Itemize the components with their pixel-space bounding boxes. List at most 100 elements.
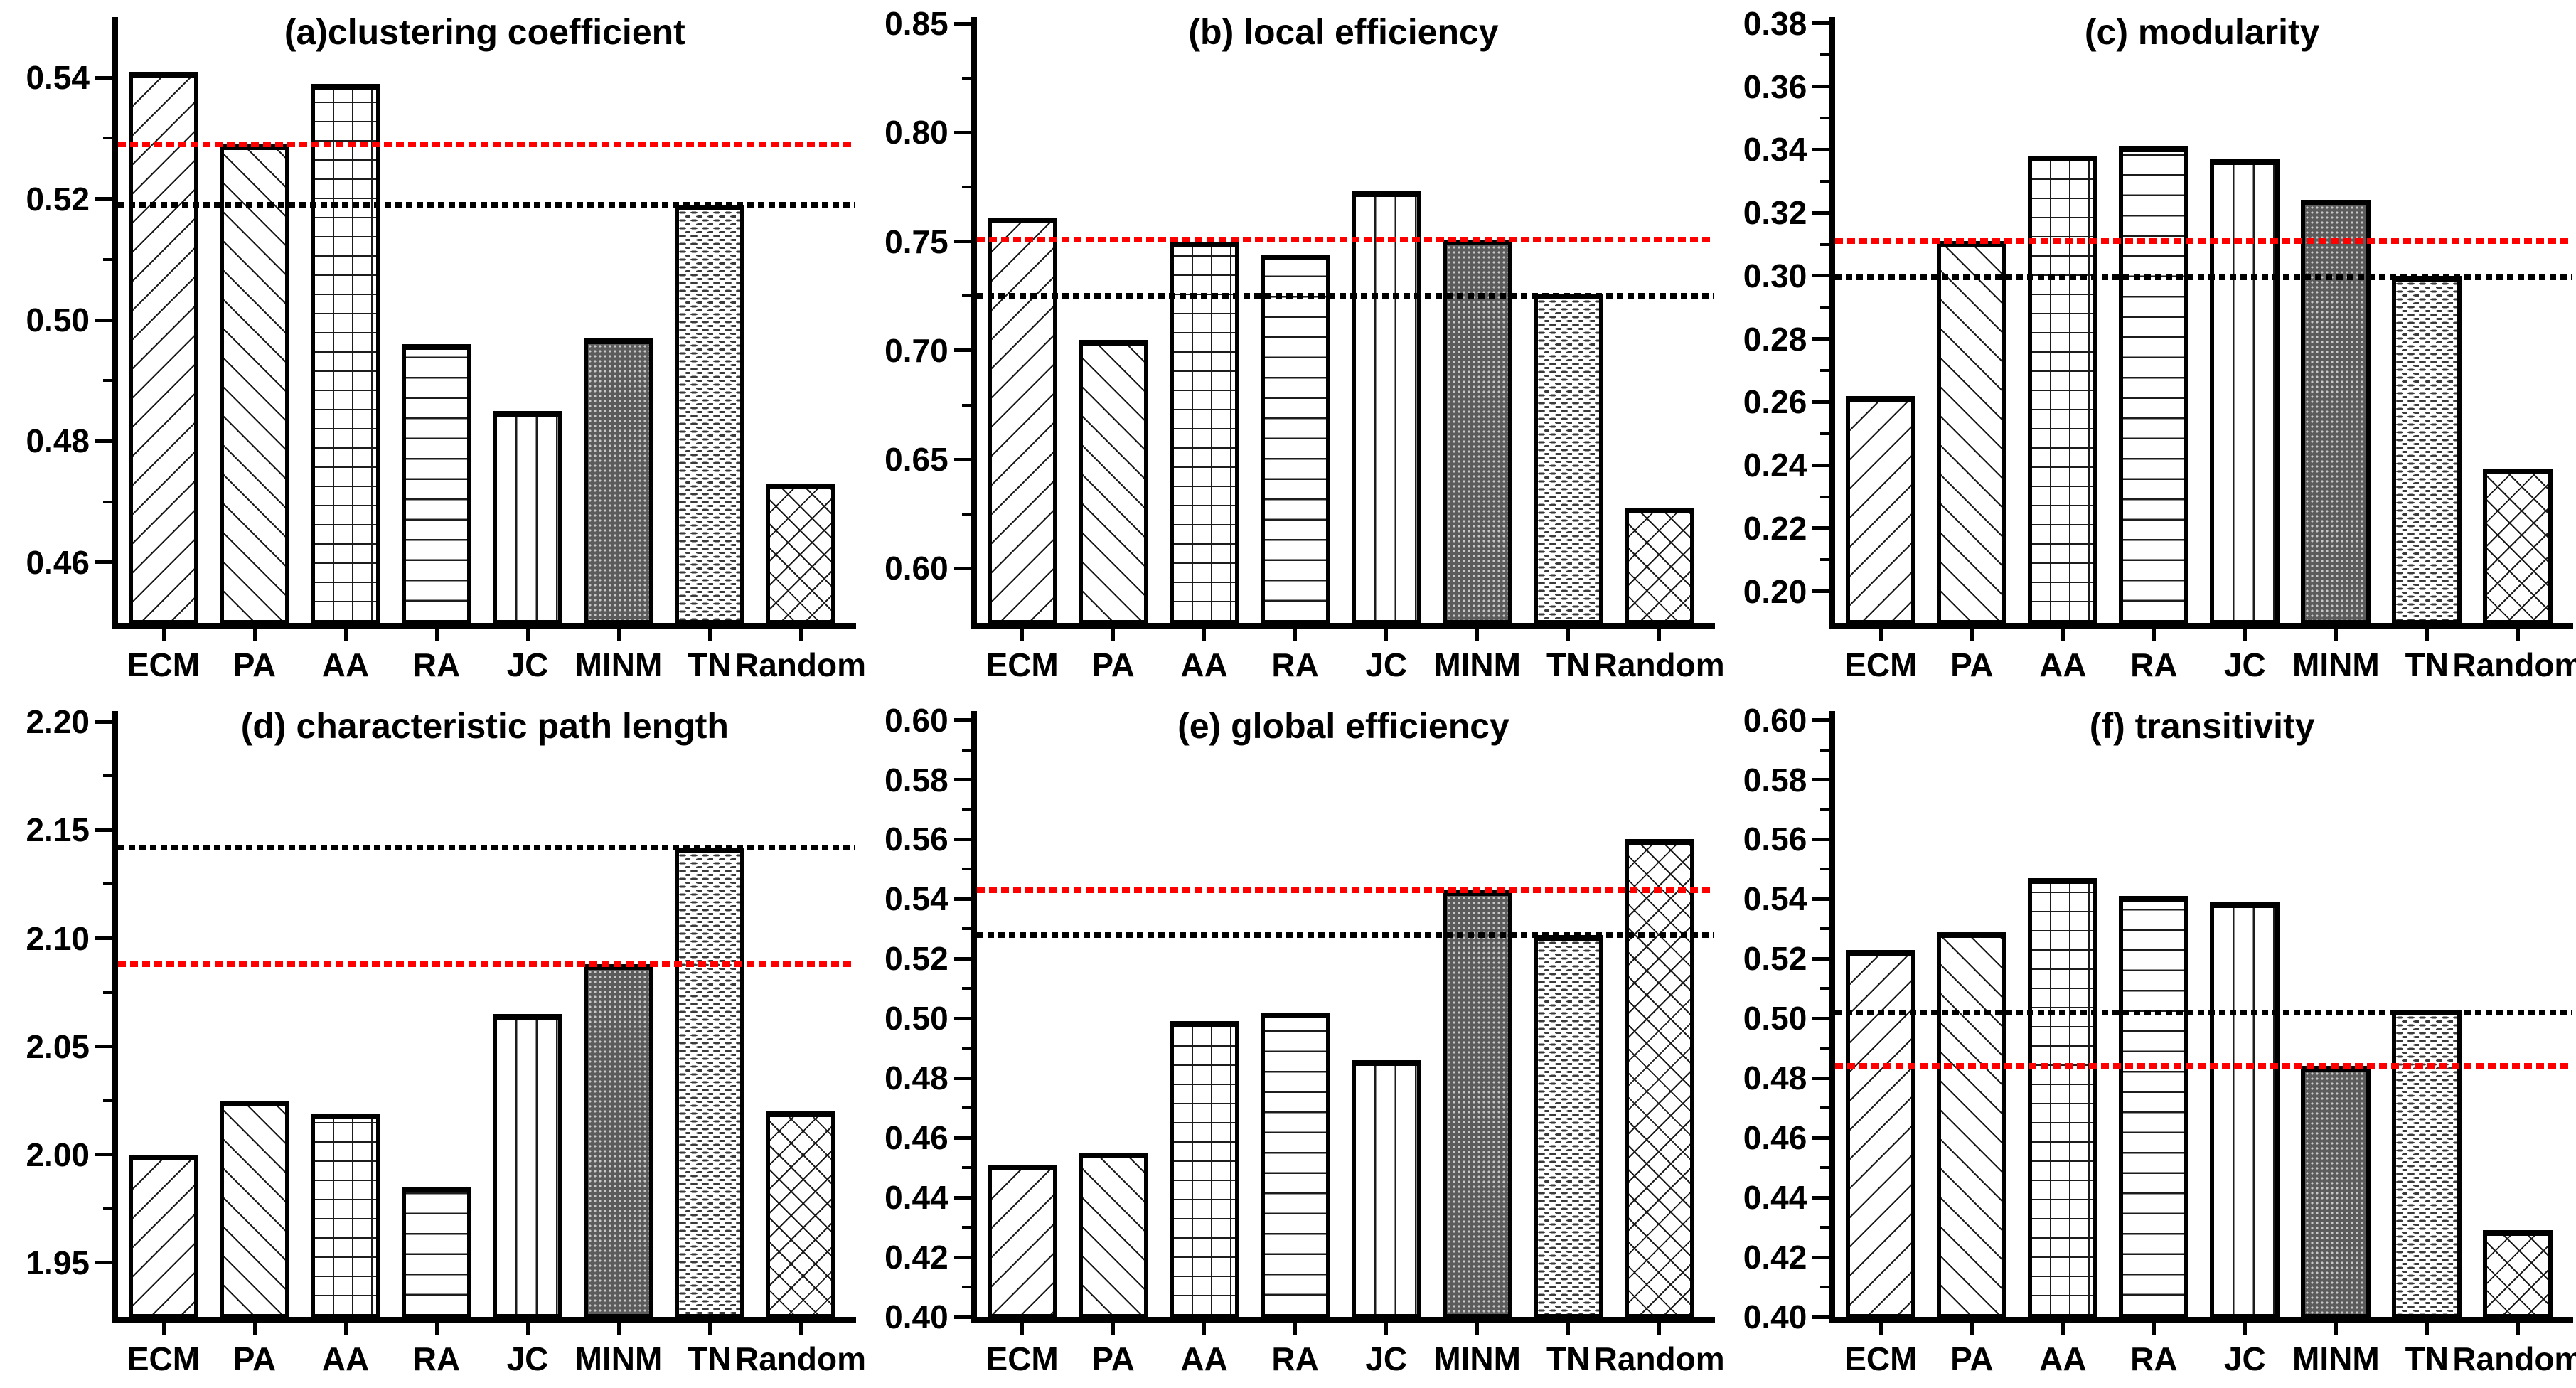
bar-random <box>2483 1230 2553 1318</box>
bar-minm <box>2301 1066 2371 1318</box>
x-label-minm: MINM <box>2292 1340 2380 1377</box>
chart-clustering-coefficient: (a)clustering coefficient ECM PA AA RA JC MIN… <box>0 0 866 694</box>
bar-ra <box>2119 146 2189 624</box>
y-major-tick <box>953 1195 971 1200</box>
y-major-tick <box>953 778 971 782</box>
x-label-random: Random <box>2452 646 2576 683</box>
y-tick-label: 0.48 <box>885 1059 948 1097</box>
y-tick-label: 0.52 <box>1743 940 1807 978</box>
x-label-tn: TN <box>2405 646 2449 683</box>
y-major-tick <box>953 130 971 134</box>
bar-jc <box>1351 1060 1421 1318</box>
y-minor-tick <box>103 1207 112 1210</box>
bar-aa <box>311 83 380 624</box>
x-label-ra: RA <box>2130 646 2178 683</box>
y-minor-tick <box>961 868 971 871</box>
x-label-ra: RA <box>412 1340 461 1377</box>
x-tick-tn <box>707 629 712 641</box>
bar-pa <box>1937 931 2007 1318</box>
bar-pa <box>220 1100 289 1318</box>
chart-global-efficiency: (e) global efficiency ECM PA AA RA JC MINM TN R… <box>859 694 1725 1388</box>
y-axis-spine <box>971 711 977 1323</box>
y-tick-label: 2.10 <box>26 919 90 957</box>
y-minor-tick <box>1820 179 1830 183</box>
y-tick-label: 0.58 <box>1743 761 1807 799</box>
x-tick-tn <box>1566 1323 1571 1335</box>
x-axis-spine <box>1829 1317 2574 1323</box>
x-tick-ecm <box>1878 629 1883 641</box>
x-tick-pa <box>252 629 257 641</box>
y-minor-tick <box>1820 1286 1830 1289</box>
x-tick-aa <box>2061 1323 2065 1335</box>
x-label-pa: PA <box>1091 1340 1135 1377</box>
y-minor-tick <box>1820 1226 1830 1229</box>
y-minor-tick <box>1820 117 1830 119</box>
y-tick-label: 0.44 <box>1743 1179 1807 1217</box>
bar-jc <box>1351 191 1421 624</box>
y-major-tick <box>1812 589 1830 594</box>
y-minor-tick <box>1820 53 1830 57</box>
y-tick-label: 0.24 <box>1743 447 1807 484</box>
y-minor-tick <box>103 882 112 886</box>
x-label-minm: MINM <box>1433 646 1521 683</box>
bar-minm <box>1442 239 1512 624</box>
bar-ra <box>2119 896 2189 1318</box>
y-tick-label: 0.54 <box>26 59 90 97</box>
x-tick-ra <box>434 629 439 641</box>
x-tick-minm <box>2334 1323 2338 1335</box>
y-tick-label: 0.46 <box>26 543 90 581</box>
x-label-aa: AA <box>1180 646 1228 683</box>
x-tick-ecm <box>161 629 166 641</box>
y-minor-tick <box>1820 1166 1830 1170</box>
y-major-tick <box>953 457 971 461</box>
x-label-random: Random <box>735 1340 866 1377</box>
x-tick-ra <box>2152 1323 2156 1335</box>
bar-random <box>1624 839 1694 1318</box>
y-tick-label: 0.42 <box>885 1239 948 1276</box>
x-tick-pa <box>1970 1323 1974 1335</box>
y-major-tick <box>1812 85 1830 89</box>
x-axis-spine <box>971 623 1715 629</box>
x-label-jc: JC <box>2223 1340 2266 1377</box>
x-tick-random <box>2516 1323 2520 1335</box>
y-minor-tick <box>103 257 112 261</box>
y-axis-spine <box>1829 711 1836 1323</box>
x-tick-ra <box>2152 629 2156 641</box>
y-major-tick <box>95 1261 112 1265</box>
y-tick-label: 0.20 <box>1743 572 1807 610</box>
y-major-tick <box>95 439 112 443</box>
x-label-aa: AA <box>2039 1340 2087 1377</box>
x-tick-minm <box>1475 629 1480 641</box>
y-major-tick <box>95 75 112 80</box>
y-major-tick <box>1812 147 1830 151</box>
chart-local-efficiency: (b) local efficiency ECM PA AA RA JC MINM TN Ra… <box>859 0 1725 694</box>
y-major-tick <box>95 318 112 322</box>
y-major-tick <box>1812 400 1830 404</box>
y-tick-label: 0.34 <box>1743 131 1807 169</box>
x-label-tn: TN <box>1546 646 1591 683</box>
x-tick-ecm <box>1020 1323 1025 1335</box>
x-tick-pa <box>1111 629 1116 641</box>
y-major-tick <box>1812 21 1830 26</box>
y-tick-label: 0.85 <box>885 5 948 43</box>
y-major-tick <box>1812 1315 1830 1319</box>
y-major-tick <box>95 197 112 201</box>
y-tick-label: 0.48 <box>1743 1059 1807 1097</box>
y-minor-tick <box>961 1166 971 1170</box>
y-major-tick <box>953 21 971 26</box>
y-tick-label: 0.70 <box>885 331 948 369</box>
y-tick-label: 0.75 <box>885 223 948 260</box>
black-dashed-reference-line <box>1835 1009 2572 1015</box>
bar-ecm <box>1846 949 1916 1318</box>
x-label-jc: JC <box>2223 646 2266 683</box>
bar-minm <box>2301 200 2371 624</box>
bar-tn <box>1533 294 1603 624</box>
x-label-ecm: ECM <box>127 1340 201 1377</box>
bar-tn <box>2392 1009 2462 1318</box>
x-tick-jc <box>1384 629 1389 641</box>
y-minor-tick <box>103 774 112 778</box>
y-minor-tick <box>961 927 971 931</box>
chart-title: (e) global efficiency <box>1177 706 1509 746</box>
x-label-ecm: ECM <box>1844 1340 1918 1377</box>
